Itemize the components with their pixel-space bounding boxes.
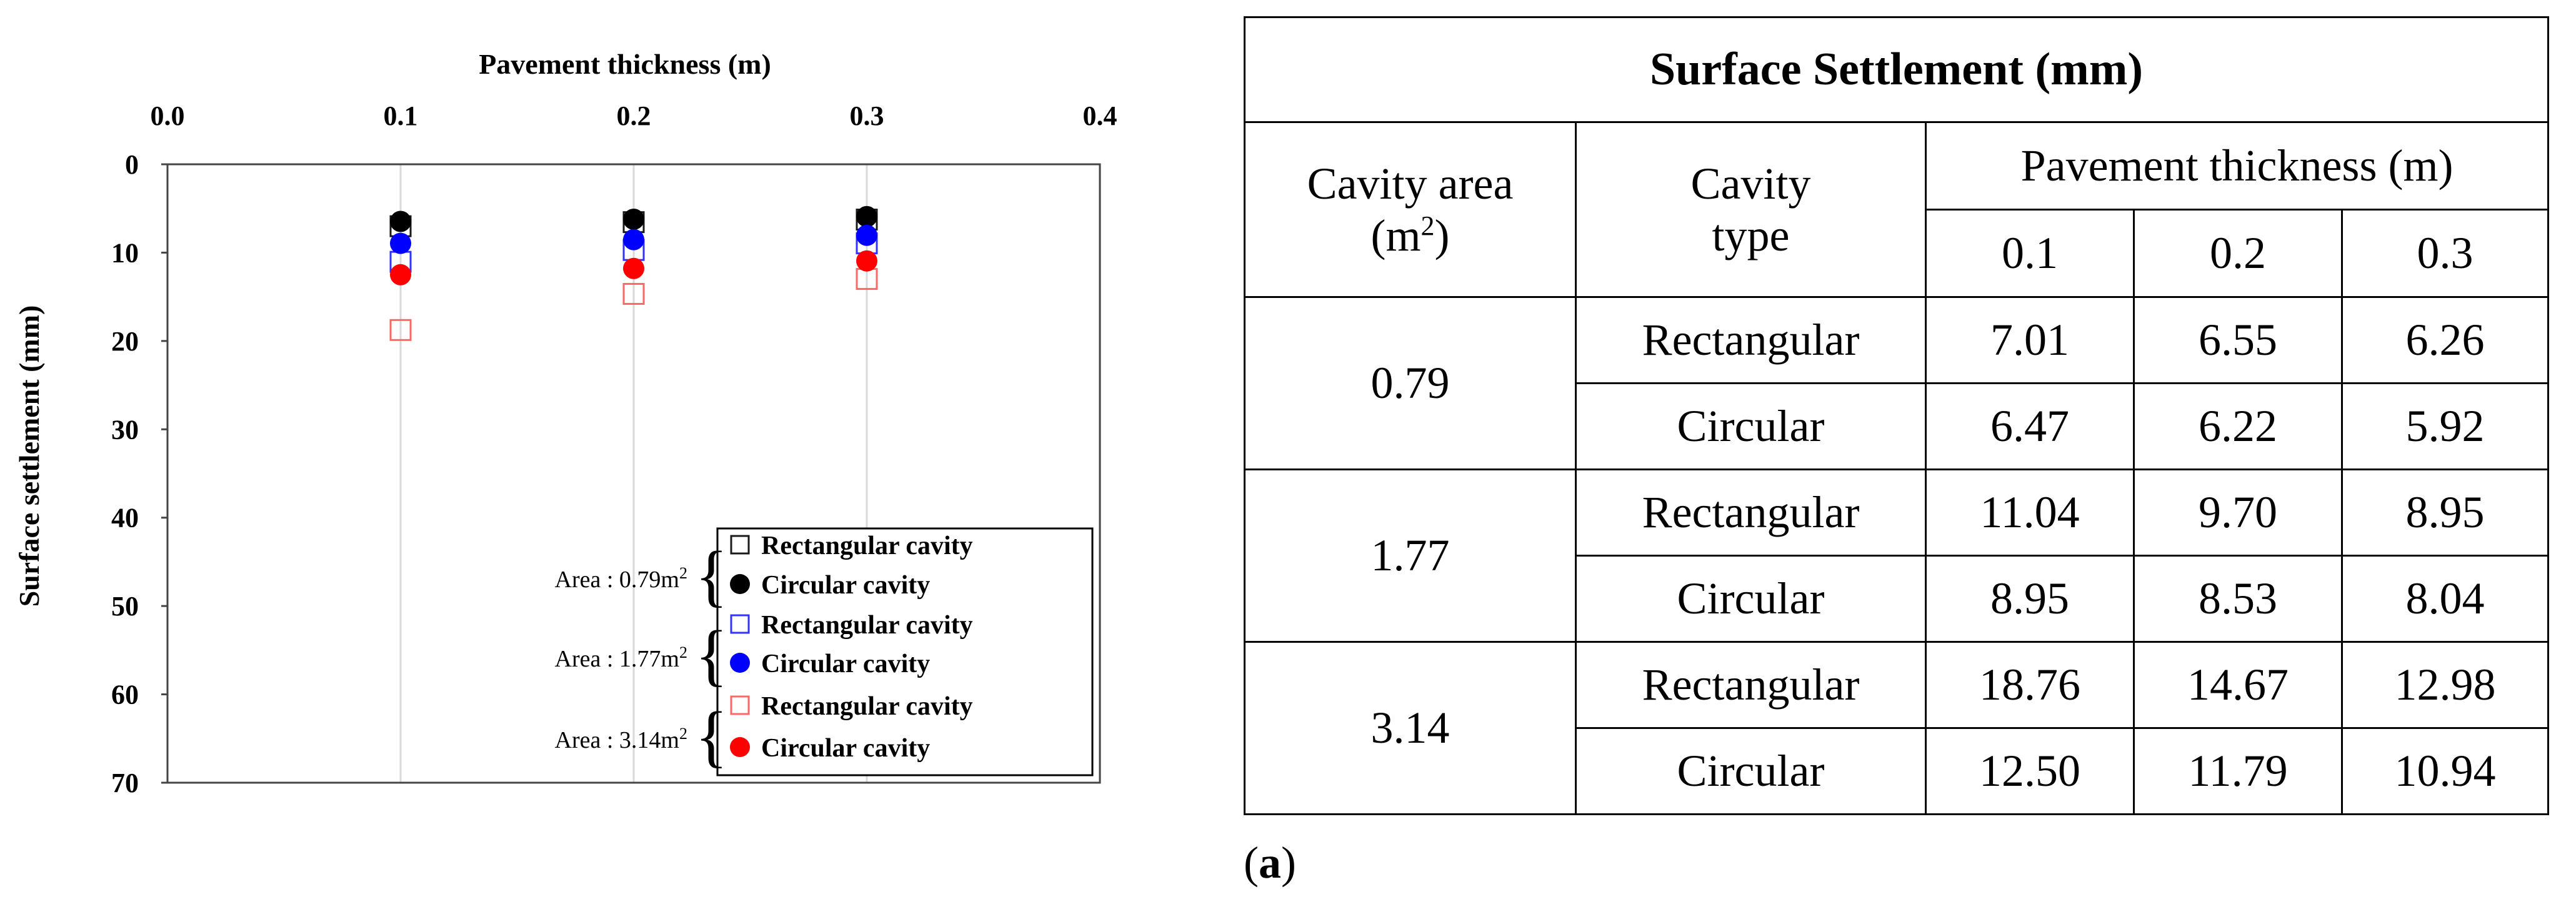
table-subheader-row: 0.1 0.2 0.3 (1245, 209, 2550, 298)
cell-value: 7.01 (1925, 296, 2135, 384)
header-pavement-thickness: Pavement thickness (m) (1924, 121, 2550, 211)
cell-value: 6.26 (2340, 296, 2550, 384)
legend-label-rect-0.79: Rectangular cavity (761, 532, 973, 560)
cell-area: 0.79 (1244, 296, 1577, 470)
legend-area-label-2: Area : 1.77m2 (555, 643, 687, 672)
x-tick-label: 0.2 (617, 101, 651, 131)
cell-value: 8.53 (2133, 555, 2343, 643)
table-header-row: Cavity area (m2) Cavity type Pavement thic… (1244, 121, 2550, 298)
data-point-circle (390, 211, 411, 232)
cell-value: 11.04 (1925, 468, 2135, 557)
cell-value: 12.98 (2340, 641, 2550, 729)
x-tick-label: 0.0 (151, 101, 185, 131)
legend-brace-3: { (695, 698, 728, 774)
legend-marker-rect-0.79 (730, 535, 750, 555)
table-title: Surface Settlement (mm) (1243, 16, 2550, 123)
x-tick-label: 0.1 (384, 101, 418, 131)
header-cavity-area: Cavity area (m2) (1244, 121, 1577, 298)
table-row: Circular 6.47 6.22 5.92 (1245, 382, 2550, 470)
figure-caption: (a) (1244, 838, 1296, 888)
legend-label-rect-3.14: Rectangular cavity (761, 692, 973, 721)
table-row: Circular 8.95 8.53 8.04 (1245, 555, 2550, 643)
legend-label-circ-3.14: Circular cavity (761, 734, 930, 763)
legend-label-rect-1.77: Rectangular cavity (761, 611, 973, 640)
x-tick-label: 0.3 (850, 101, 884, 131)
y-axis-title: Surface settlement (mm) (13, 305, 45, 607)
data-point-circle (623, 229, 644, 250)
data-point-circle (856, 206, 877, 227)
data-point-circle (856, 224, 877, 246)
data-point-circle (856, 250, 877, 272)
legend: Area : 0.79m2 { Rectangular cavity Circu… (555, 527, 1094, 776)
header-thickness-3: 0.3 (2340, 209, 2550, 298)
data-points (389, 206, 878, 341)
legend-area-label-3: Area : 3.14m2 (555, 725, 687, 753)
caption-letter: a (1258, 838, 1281, 888)
cell-value: 11.79 (2133, 727, 2343, 815)
y-tick-label: 50 (111, 591, 139, 622)
header-thickness-1: 0.1 (1925, 209, 2135, 298)
data-point-square (389, 319, 412, 341)
table-row: 1.77 Rectangular 11.04 9.70 8.95 (1244, 468, 2550, 643)
legend-marker-circ-0.79 (730, 574, 750, 594)
header-cavity-type: Cavity type (1575, 121, 1927, 298)
table-row: 3.14 Rectangular 18.76 14.67 12.98 (1244, 641, 2550, 815)
cell-value: 6.55 (2133, 296, 2343, 384)
cell-type: Rectangular (1575, 641, 1927, 729)
legend-label-circ-1.77: Circular cavity (761, 650, 930, 678)
legend-label-circ-0.79: Circular cavity (761, 571, 930, 600)
cell-area: 3.14 (1244, 641, 1577, 815)
legend-area-label-1: Area : 0.79m2 (555, 564, 687, 593)
cell-value: 8.04 (2340, 555, 2550, 643)
plot-frame (166, 163, 1101, 784)
cell-type: Circular (1575, 727, 1927, 815)
header-thickness-2: 0.2 (2133, 209, 2343, 298)
table-row: Circular 12.50 11.79 10.94 (1245, 727, 2550, 815)
data-point-circle (390, 264, 411, 285)
data-point-circle (623, 257, 644, 279)
cell-value: 10.94 (2340, 727, 2550, 815)
data-point-circle (390, 232, 411, 254)
legend-marker-rect-1.77 (730, 614, 750, 634)
cell-value: 8.95 (2340, 468, 2550, 557)
cell-value: 8.95 (1925, 555, 2135, 643)
y-tick-label: 40 (111, 503, 139, 533)
y-tick-label: 0 (125, 149, 139, 180)
x-axis-ticks: 0.0 0.1 0.2 0.3 0.4 (151, 101, 1117, 131)
data-point-square (622, 282, 645, 305)
settlement-table: Surface Settlement (mm) Cavity area (m2) … (1243, 16, 2550, 815)
table-title-row: Surface Settlement (mm) (1243, 16, 2550, 123)
y-tick-label: 60 (111, 680, 139, 710)
cell-value: 18.76 (1925, 641, 2135, 729)
y-tick-label: 70 (111, 768, 139, 798)
legend-marker-circ-1.77 (730, 653, 750, 673)
legend-brace-2: { (695, 617, 728, 693)
cell-type: Rectangular (1575, 296, 1927, 384)
data-point-circle (623, 208, 644, 230)
legend-marker-rect-3.14 (730, 695, 750, 715)
cell-value: 14.67 (2133, 641, 2343, 729)
y-tick-label: 20 (111, 326, 139, 357)
legend-marker-circ-3.14 (730, 737, 750, 757)
cell-value: 9.70 (2133, 468, 2343, 557)
x-tick-label: 0.4 (1083, 101, 1117, 131)
cell-type: Circular (1575, 555, 1927, 643)
cell-value: 12.50 (1925, 727, 2135, 815)
legend-box (716, 527, 1094, 776)
legend-brace-1: { (695, 537, 728, 613)
y-tick-label: 10 (111, 237, 139, 268)
x-axis-title: Pavement thickness (m) (479, 48, 771, 80)
cell-value: 6.22 (2133, 382, 2343, 470)
cell-value: 5.92 (2340, 382, 2550, 470)
cell-type: Circular (1575, 382, 1927, 470)
cell-type: Rectangular (1575, 468, 1927, 557)
cell-area: 1.77 (1244, 468, 1577, 643)
y-axis-ticks: 0 10 20 30 40 50 60 70 (111, 149, 167, 798)
y-tick-label: 30 (111, 414, 139, 445)
cell-value: 6.47 (1925, 382, 2135, 470)
settlement-chart: Pavement thickness (m) Surface settlemen… (13, 48, 1117, 798)
table-row: 0.79 Rectangular 7.01 6.55 6.26 (1244, 296, 2550, 470)
